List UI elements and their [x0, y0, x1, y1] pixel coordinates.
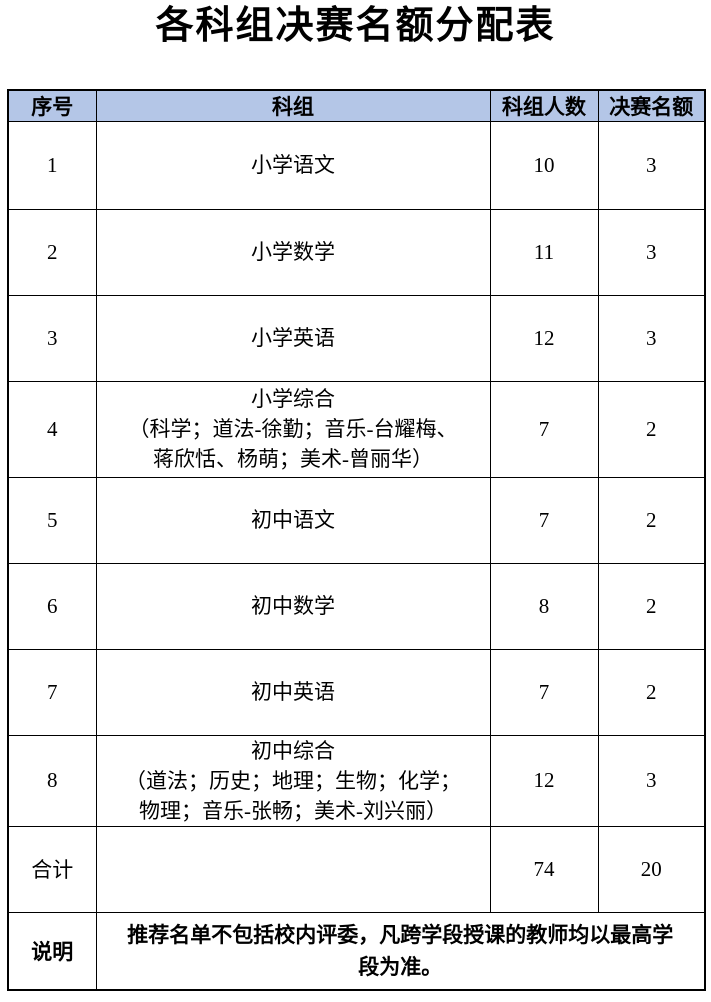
total-quota: 20 — [597, 825, 706, 913]
header-no: 序号 — [7, 89, 97, 122]
cell-no: 2 — [7, 208, 97, 296]
header-quota: 决赛名额 — [597, 89, 706, 122]
cell-quota: 3 — [597, 120, 706, 210]
cell-quota: 3 — [597, 208, 706, 296]
cell-members: 10 — [489, 120, 599, 210]
cell-group: 小学数学 — [95, 208, 491, 296]
cell-group: 初中综合 （道法；历史；地理；生物；化学； 物理；音乐-张畅；美术-刘兴丽） — [95, 734, 491, 827]
note-label: 说明 — [7, 911, 97, 991]
table-row: 4 小学综合 （科学；道法-徐勤；音乐-台耀梅、 蒋欣恬、杨萌；美术-曾丽华） … — [7, 380, 706, 478]
cell-group: 初中语文 — [95, 476, 491, 564]
cell-no: 6 — [7, 562, 97, 650]
table-row: 1 小学语文 10 3 — [7, 120, 706, 210]
cell-quota: 3 — [597, 294, 706, 382]
table-row: 5 初中语文 7 2 — [7, 476, 706, 564]
header-members: 科组人数 — [489, 89, 599, 122]
cell-no: 4 — [7, 380, 97, 478]
note-row: 说明 推荐名单不包括校内评委，凡跨学段授课的教师均以最高学段为准。 — [7, 911, 706, 991]
table-row: 8 初中综合 （道法；历史；地理；生物；化学； 物理；音乐-张畅；美术-刘兴丽）… — [7, 734, 706, 827]
quota-allocation-table: 序号 科组 科组人数 决赛名额 1 小学语文 10 3 2 小学数学 11 3 … — [7, 88, 706, 992]
cell-quota: 3 — [597, 734, 706, 827]
cell-no: 3 — [7, 294, 97, 382]
cell-quota: 2 — [597, 380, 706, 478]
cell-group: 小学综合 （科学；道法-徐勤；音乐-台耀梅、 蒋欣恬、杨萌；美术-曾丽华） — [95, 380, 491, 478]
total-members: 74 — [489, 825, 599, 913]
table-row: 3 小学英语 12 3 — [7, 294, 706, 382]
total-label: 合计 — [7, 825, 97, 913]
cell-quota: 2 — [597, 562, 706, 650]
table-row: 6 初中数学 8 2 — [7, 562, 706, 650]
cell-no: 5 — [7, 476, 97, 564]
cell-group: 初中数学 — [95, 562, 491, 650]
cell-quota: 2 — [597, 648, 706, 736]
cell-members: 12 — [489, 734, 599, 827]
note-text: 推荐名单不包括校内评委，凡跨学段授课的教师均以最高学段为准。 — [95, 911, 706, 991]
cell-no: 8 — [7, 734, 97, 827]
page-title: 各科组决赛名额分配表 — [155, 5, 556, 47]
total-row: 合计 74 20 — [7, 825, 706, 913]
cell-members: 8 — [489, 562, 599, 650]
header-group: 科组 — [95, 89, 491, 122]
total-group-empty — [95, 825, 491, 913]
cell-no: 7 — [7, 648, 97, 736]
cell-members: 7 — [489, 380, 599, 478]
cell-members: 11 — [489, 208, 599, 296]
table-row: 7 初中英语 7 2 — [7, 648, 706, 736]
cell-members: 7 — [489, 648, 599, 736]
cell-quota: 2 — [597, 476, 706, 564]
cell-members: 7 — [489, 476, 599, 564]
cell-group: 小学语文 — [95, 120, 491, 210]
cell-group: 小学英语 — [95, 294, 491, 382]
cell-group: 初中英语 — [95, 648, 491, 736]
cell-no: 1 — [7, 120, 97, 210]
cell-members: 12 — [489, 294, 599, 382]
table-row: 2 小学数学 11 3 — [7, 208, 706, 296]
table-header-row: 序号 科组 科组人数 决赛名额 — [7, 89, 706, 122]
